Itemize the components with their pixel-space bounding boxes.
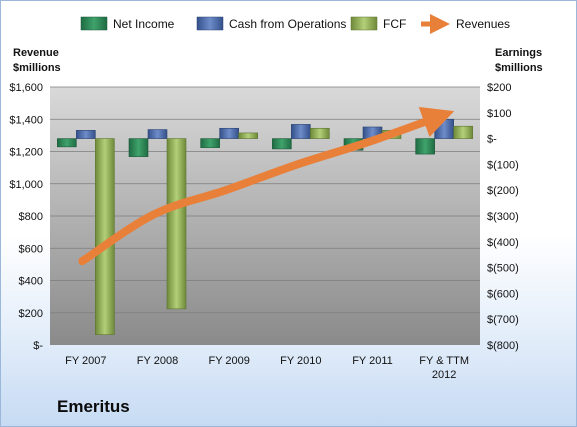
- right-tick-label: $(800): [487, 340, 519, 352]
- right-tick-label: $(400): [487, 237, 519, 249]
- x-tick-label: FY 2011: [352, 355, 393, 367]
- x-axis: FY 2007 FY 2008 FY 2009 FY 2010 FY 2011 FY & …: [65, 355, 469, 381]
- left-axis-title-line2: $millions: [13, 62, 61, 74]
- bar-cash-from-operations: [147, 129, 168, 139]
- bar-net-income: [200, 138, 220, 148]
- gridlines: [50, 86, 480, 314]
- legend-label-net-income: Net Income: [113, 17, 175, 31]
- right-axis: $(800) $(700) $(600) $(500) $(400) $(300) $(20…: [487, 82, 519, 352]
- bar-cash-from-operations: [76, 130, 96, 139]
- bar-fcf: [310, 127, 330, 139]
- right-tick-label: $-: [487, 134, 497, 146]
- right-axis-title-line2: $millions: [495, 62, 543, 74]
- right-tick-label: $(600): [487, 288, 519, 300]
- bar-fcf: [166, 138, 187, 310]
- left-axis: $- $200 $400 $600 $800 $1,000 $1,200 $1,400 $1,6…: [9, 82, 43, 352]
- legend-swatch-fcf: [350, 16, 378, 31]
- revenue-line: [78, 106, 455, 266]
- right-axis-title-line1: Earnings: [495, 47, 542, 59]
- right-tick-label: $(500): [487, 263, 519, 275]
- bar-net-income: [57, 138, 77, 148]
- bar-cash-from-operations: [291, 124, 311, 139]
- legend-label-fcf: FCF: [383, 17, 406, 31]
- x-tick-label: FY & TTM: [419, 355, 469, 367]
- right-tick-label: $(700): [487, 314, 519, 326]
- left-tick-label: $400: [19, 276, 43, 288]
- x-tick-label: FY 2008: [137, 355, 178, 367]
- bar-net-income: [128, 138, 149, 157]
- legend: Net Income Cash from Operations FCF Reve…: [80, 14, 510, 34]
- right-tick-label: $(200): [487, 185, 519, 197]
- x-tick-label: FY 2010: [280, 355, 321, 367]
- legend-swatch-net-income: [80, 16, 108, 31]
- left-axis-title-line1: Revenue: [13, 47, 59, 59]
- x-tick-label: FY 2007: [65, 355, 106, 367]
- left-tick-label: $1,400: [9, 114, 43, 126]
- legend-label-revenues: Revenues: [456, 17, 510, 31]
- left-tick-label: $1,200: [9, 147, 43, 159]
- left-tick-label: $600: [19, 243, 43, 255]
- bar-net-income: [272, 138, 292, 150]
- company-name: Emeritus: [57, 397, 130, 416]
- bar-fcf: [238, 132, 258, 139]
- right-tick-label: $100: [487, 108, 511, 120]
- x-tick-label: 2012: [432, 369, 456, 381]
- legend-label-cash-from-operations: Cash from Operations: [229, 17, 346, 31]
- left-tick-label: $800: [19, 211, 43, 223]
- right-tick-label: $(300): [487, 211, 519, 223]
- right-tick-label: $200: [487, 82, 511, 94]
- left-tick-label: $1,000: [9, 179, 43, 191]
- left-tick-label: $200: [19, 308, 43, 320]
- line-revenues: [78, 106, 455, 266]
- right-tick-label: $(100): [487, 159, 519, 171]
- bar-fcf: [453, 125, 473, 139]
- x-tick-label: FY 2009: [208, 355, 249, 367]
- bar-cash-from-operations: [434, 118, 454, 139]
- bar-cash-from-operations: [219, 127, 239, 139]
- legend-swatch-cash-from-operations: [196, 16, 224, 31]
- left-tick-label: $1,600: [9, 82, 43, 94]
- bar-net-income: [415, 138, 435, 155]
- left-tick-label: $-: [33, 340, 43, 352]
